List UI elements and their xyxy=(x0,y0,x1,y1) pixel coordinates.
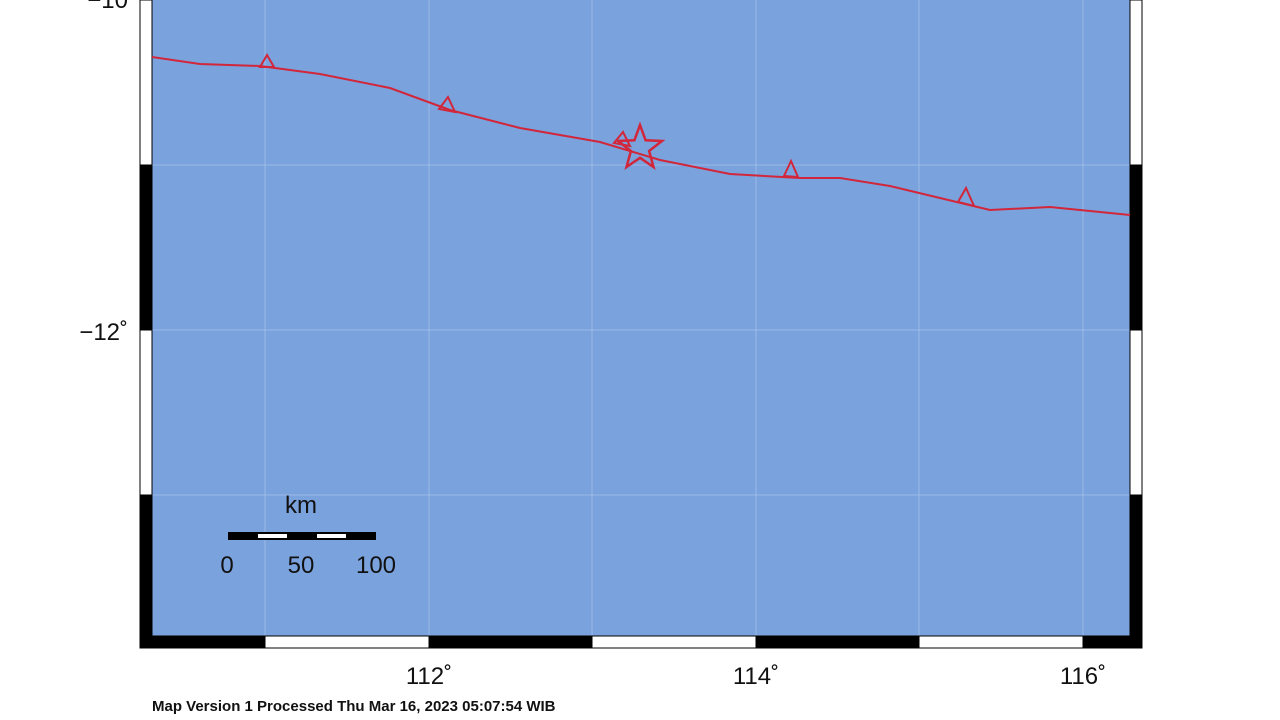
sea xyxy=(152,0,1130,636)
footer-note: Map Version 1 Processed Thu Mar 16, 2023… xyxy=(152,698,556,715)
epicenter-star xyxy=(614,121,666,170)
scale-bar xyxy=(228,532,376,540)
scale-tick: 50 xyxy=(288,552,315,579)
scale-unit: km xyxy=(285,492,317,519)
graticule xyxy=(152,0,1130,636)
lat-label: −10 xyxy=(87,0,128,14)
lat-label: −12˚ xyxy=(79,319,128,346)
trench-line xyxy=(151,56,1131,216)
map-frame xyxy=(139,0,1143,649)
lon-label: 116˚ xyxy=(1060,663,1106,690)
scale-tick: 0 xyxy=(220,552,233,579)
lon-label: 112˚ xyxy=(406,663,452,690)
lon-label: 114˚ xyxy=(733,663,779,690)
scale-tick: 100 xyxy=(356,552,396,579)
